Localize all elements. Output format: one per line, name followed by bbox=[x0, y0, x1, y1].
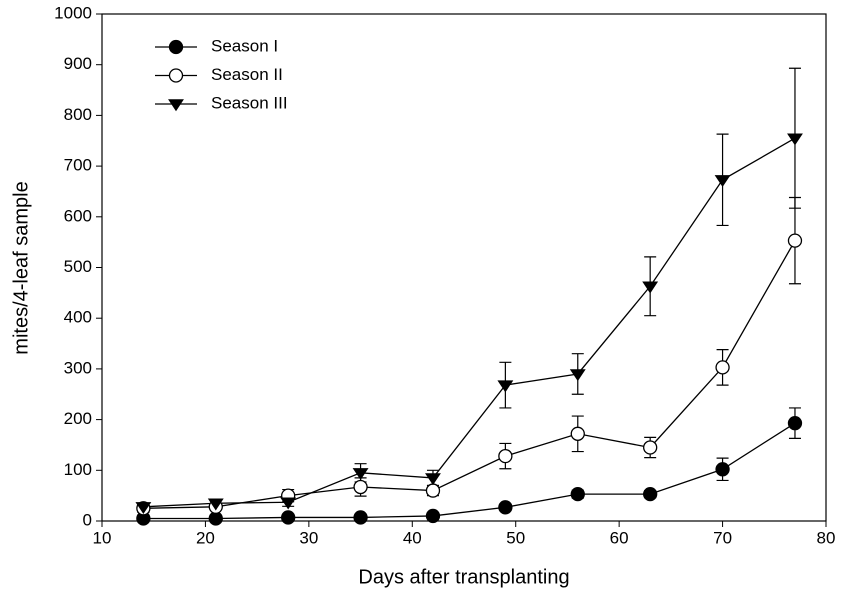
series-line bbox=[143, 137, 796, 508]
y-tick-label: 1000 bbox=[54, 3, 92, 22]
marker bbox=[787, 233, 803, 248]
marker bbox=[353, 510, 368, 525]
marker bbox=[353, 479, 368, 495]
legend-label: Season II bbox=[211, 65, 283, 84]
x-tick-label: 20 bbox=[196, 528, 215, 547]
plot-frame bbox=[101, 13, 827, 522]
y-tick-label: 100 bbox=[64, 460, 92, 479]
x-tick-label: 70 bbox=[713, 528, 732, 547]
marker bbox=[281, 510, 296, 525]
legend-label: Season III bbox=[211, 93, 288, 112]
marker bbox=[352, 468, 369, 481]
marker bbox=[135, 502, 152, 515]
marker bbox=[643, 440, 658, 455]
marker bbox=[787, 133, 803, 146]
marker bbox=[643, 486, 658, 502]
y-axis-title: mites/4-leaf sample bbox=[10, 181, 32, 354]
marker bbox=[425, 473, 441, 486]
legend-label: Season I bbox=[211, 36, 278, 55]
marker bbox=[207, 498, 224, 511]
y-tick-label: 400 bbox=[64, 308, 92, 327]
legend-marker bbox=[168, 68, 184, 83]
legend-marker bbox=[168, 99, 184, 112]
x-tick-label: 80 bbox=[817, 528, 836, 547]
y-tick-label: 700 bbox=[64, 156, 92, 175]
series-line bbox=[143, 240, 796, 509]
y-tick-label: 800 bbox=[64, 105, 92, 124]
marker bbox=[425, 483, 441, 498]
series-line bbox=[143, 422, 796, 520]
x-tick-label: 60 bbox=[610, 528, 629, 547]
y-tick-label: 0 bbox=[83, 510, 92, 529]
marker bbox=[715, 360, 730, 375]
x-tick-label: 50 bbox=[506, 528, 525, 547]
y-tick-label: 900 bbox=[64, 54, 92, 73]
legend-marker bbox=[168, 39, 184, 55]
y-tick-label: 600 bbox=[64, 206, 92, 225]
marker bbox=[425, 508, 441, 524]
y-tick-label: 500 bbox=[64, 257, 92, 276]
y-tick-label: 200 bbox=[64, 409, 92, 428]
marker bbox=[569, 369, 586, 382]
x-tick-label: 10 bbox=[93, 528, 112, 547]
marker bbox=[642, 281, 659, 294]
marker bbox=[498, 448, 513, 464]
marker bbox=[714, 175, 731, 187]
marker bbox=[570, 426, 585, 441]
y-tick-label: 300 bbox=[64, 358, 92, 377]
marker bbox=[498, 500, 513, 515]
x-tick-label: 40 bbox=[403, 528, 422, 547]
marker bbox=[787, 415, 803, 431]
marker bbox=[497, 380, 514, 393]
marker bbox=[715, 462, 730, 477]
marker bbox=[280, 497, 297, 510]
x-axis-title: Days after transplanting bbox=[358, 566, 569, 588]
x-tick-label: 30 bbox=[299, 528, 318, 547]
marker bbox=[570, 486, 585, 502]
